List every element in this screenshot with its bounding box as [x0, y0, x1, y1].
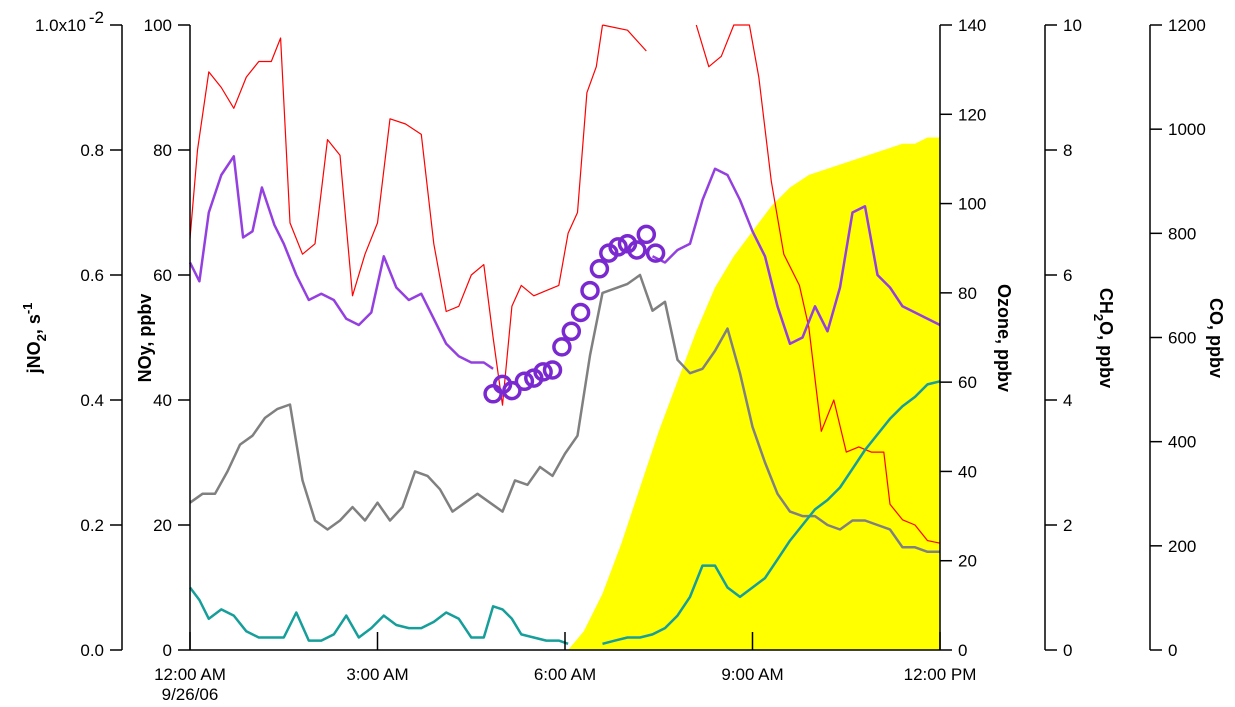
y-tick-label-ch2o-3: 6 [1063, 266, 1072, 285]
series-ch2o-line [189, 586, 569, 645]
series-co-line [189, 24, 604, 406]
y-tick-label-ozone-2: 40 [958, 462, 977, 481]
y-tick-label-jno2-1: 0.2 [80, 516, 104, 535]
series-noy_markers-marker-15 [627, 240, 647, 260]
series-ozone-line [189, 273, 940, 554]
y-tick-label-co-5: 1000 [1168, 120, 1206, 139]
series-co_late-line [695, 24, 941, 544]
y-tick-label-ch2o-2: 4 [1063, 391, 1072, 410]
y-tick-label-jno2-2: 0.4 [80, 391, 104, 410]
y-axis-ozone-title: Ozone, ppbv [994, 284, 1014, 392]
y-tick-label-noy-5: 100 [144, 16, 172, 35]
y-tick-label-jno2-exponent: -2 [89, 8, 104, 27]
y-tick-label-ozone-6: 120 [958, 105, 986, 124]
series-layer [188, 24, 941, 650]
y-tick-label-ozone-1: 20 [958, 552, 977, 571]
y-tick-label-jno2-5: 1.0x10 [35, 16, 86, 35]
axes-layer [110, 24, 1162, 651]
y-axis-noy-title: NOy, ppbv [135, 294, 155, 383]
series-noy-line [188, 155, 494, 370]
y-tick-label-ozone-5: 100 [958, 195, 986, 214]
y-tick-label-noy-1: 20 [153, 516, 172, 535]
y-tick-label-ozone-7: 140 [958, 16, 986, 35]
x-tick-label-0: 12:00 AM [154, 665, 226, 684]
x-tick-label-1: 3:00 AM [346, 665, 408, 684]
x-tick-sublabel-0: 9/26/06 [162, 685, 219, 704]
y-tick-label-co-0: 0 [1168, 641, 1177, 660]
y-tick-label-jno2-3: 0.6 [80, 266, 104, 285]
y-tick-label-jno2-0: 0.0 [80, 641, 104, 660]
y-tick-label-jno2-4: 0.8 [80, 141, 104, 160]
x-tick-label-2: 6:00 AM [534, 665, 596, 684]
series-noy_markers-marker-11 [589, 259, 610, 279]
y-tick-label-noy-0: 0 [163, 641, 172, 660]
series-noy_markers-marker-10 [580, 280, 600, 301]
y-tick-label-co-1: 200 [1168, 537, 1196, 556]
y-tick-label-co-6: 1200 [1168, 16, 1206, 35]
series-noy_markers-marker-16 [636, 224, 657, 245]
y-tick-label-ch2o-0: 0 [1063, 641, 1072, 660]
y-tick-label-ch2o-5: 10 [1063, 16, 1082, 35]
series-noy_markers-marker-6 [542, 360, 563, 380]
y-axis-jno2-title: jNO2, s-1 [20, 303, 49, 375]
y-tick-label-ch2o-4: 8 [1063, 141, 1072, 160]
y-tick-label-ozone-0: 0 [958, 641, 967, 660]
series-noy_markers-marker-9 [570, 302, 591, 323]
series-ch2o_late-line [602, 380, 941, 646]
series-co_upper-line [602, 24, 647, 52]
series-noy_markers-marker-17 [645, 243, 666, 263]
y-tick-label-co-2: 400 [1168, 433, 1196, 452]
series-noy_markers-marker-5 [533, 362, 553, 382]
series-noy_markers-marker-8 [561, 321, 582, 342]
series-noy_late-line [651, 167, 941, 346]
x-tick-label-3: 9:00 AM [721, 665, 783, 684]
y-tick-label-noy-2: 40 [153, 391, 172, 410]
series-noy_markers-marker-0 [483, 384, 503, 404]
y-tick-label-co-3: 600 [1168, 329, 1196, 348]
labels-layer: 12:00 AM9/26/06 3:00 AM 6:00 AM 9:00 AM 12:0… [20, 8, 1226, 704]
x-tick-label-4: 12:00 PM [904, 665, 977, 684]
series-noy_markers-marker-3 [514, 371, 535, 392]
y-tick-label-ch2o-1: 2 [1063, 516, 1072, 535]
series-noy_markers-marker-7 [552, 337, 572, 357]
y-tick-label-co-4: 800 [1168, 224, 1196, 243]
y-axis-co-title: CO, ppbv [1206, 298, 1226, 378]
y-tick-label-noy-4: 80 [153, 141, 172, 160]
series-noy_markers-marker-2 [502, 380, 522, 401]
y-axis-ch2o-title: CH2O, ppbv [1091, 288, 1116, 388]
series-noy_markers-marker-13 [608, 237, 628, 257]
y-tick-label-ozone-3: 60 [958, 373, 977, 392]
y-tick-label-noy-3: 60 [153, 266, 172, 285]
y-tick-label-ozone-4: 80 [958, 284, 977, 303]
series-jno2-area [568, 137, 940, 650]
